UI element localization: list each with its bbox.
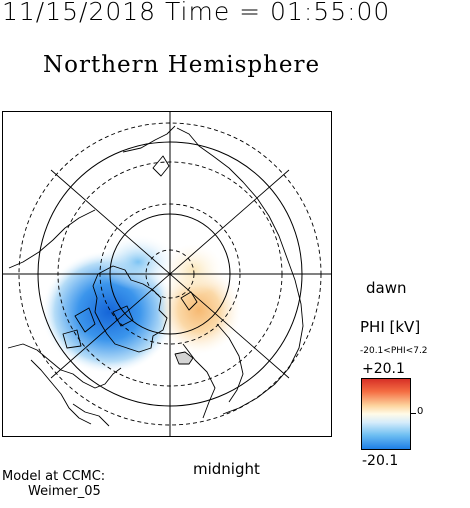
colorbar	[361, 378, 411, 450]
mlat-circle-50	[18, 122, 322, 426]
positive-cell-extension	[163, 244, 223, 296]
legend-title: PHI [kV]	[360, 318, 421, 336]
mlat-circle-80	[145, 249, 195, 299]
coastlines	[7, 125, 304, 427]
potential-cells	[41, 234, 241, 374]
hemisphere-title: Northern Hemisphere	[43, 52, 321, 78]
iceland-coast	[174, 351, 194, 365]
labrador-coast	[72, 403, 110, 427]
mlat-circle-70	[99, 203, 241, 345]
alaska-coast	[8, 209, 96, 269]
dawn-label: dawn	[366, 279, 407, 297]
scandinavia-coast	[216, 323, 244, 403]
svalbard-coast	[180, 291, 198, 311]
legend-range: -20.1<PHI<7.2	[360, 346, 428, 356]
europe-coast	[182, 343, 216, 419]
polar-map-svg	[3, 112, 331, 436]
polar-map	[2, 111, 332, 437]
colorbar-min-label: -20.1	[362, 453, 399, 469]
negative-cell-extension	[98, 234, 178, 290]
hudson-bay-coast	[30, 359, 92, 425]
greenland-coast	[92, 265, 168, 353]
mlt-axes	[3, 112, 331, 436]
magnetic-latitude-circles	[18, 122, 322, 426]
colorbar-zero-tick	[411, 413, 416, 414]
canadian-islands	[62, 305, 134, 349]
model-label: Model at CCMC:	[2, 469, 106, 484]
mlat-circle-60	[57, 161, 283, 387]
colorbar-zero-label: 0	[417, 406, 424, 417]
midnight-label: midnight	[193, 460, 260, 478]
timestamp-title: 11/15/2018 Time = 01:55:00	[2, 0, 391, 26]
canadian-arctic-coast	[7, 343, 122, 389]
eurasia-coast	[176, 127, 304, 415]
model-name: Weimer_05	[28, 484, 101, 499]
north-siberia-islands	[152, 155, 170, 177]
colorbar-max-label: +20.1	[362, 361, 405, 377]
